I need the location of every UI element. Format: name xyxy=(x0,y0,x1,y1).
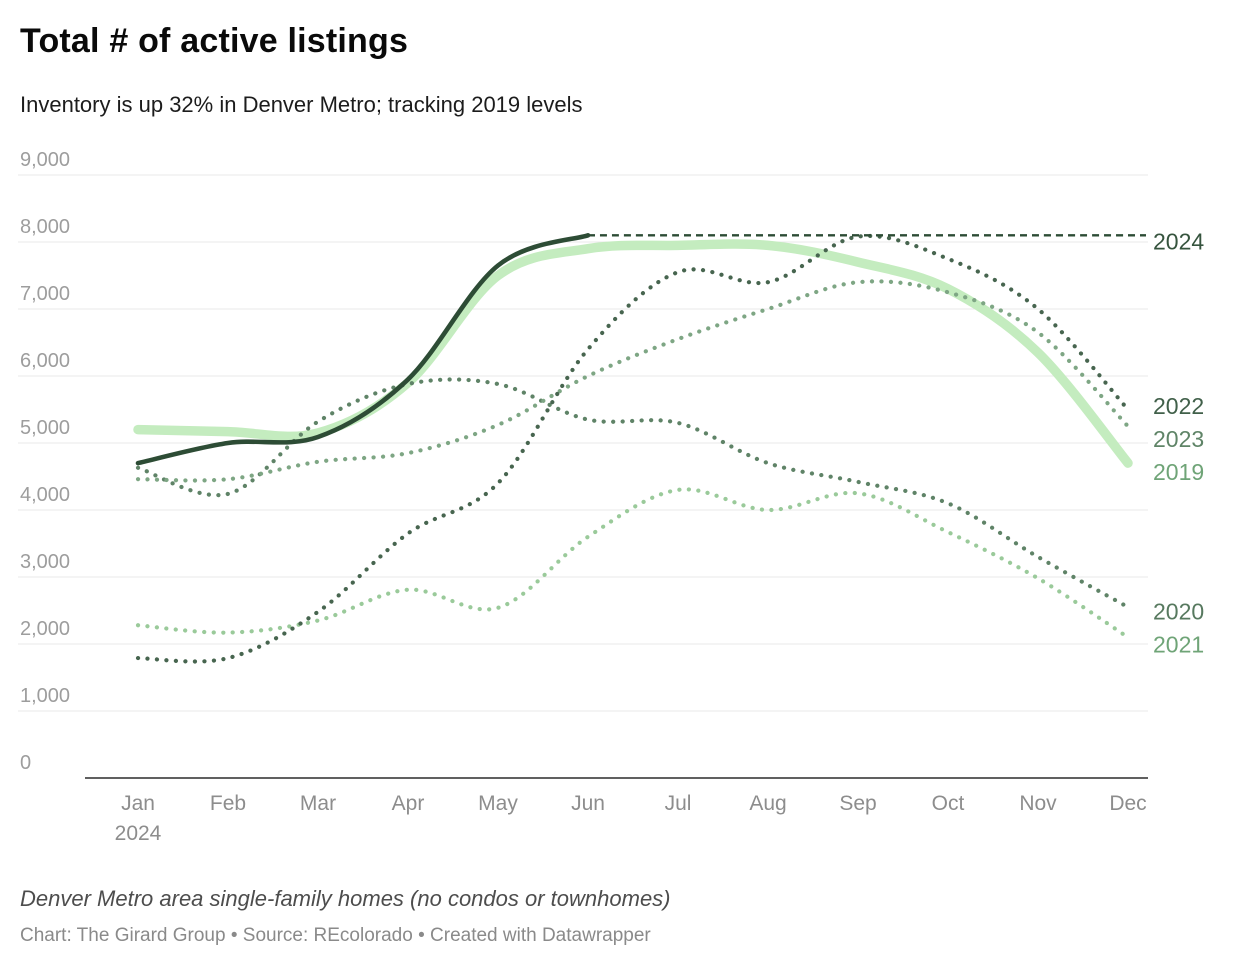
series-label-2021: 2021 xyxy=(1153,632,1204,658)
x-tick-label: Feb xyxy=(210,792,246,815)
chart-line-2021 xyxy=(135,487,1131,640)
y-tick-label: 4,000 xyxy=(20,484,70,506)
x-tick-label: Dec xyxy=(1109,792,1146,815)
y-tick-label: 1,000 xyxy=(20,685,70,707)
y-tick-label: 7,000 xyxy=(20,283,70,305)
chart-credit: Chart: The Girard Group • Source: REcolo… xyxy=(20,925,651,946)
series-label-2020: 2020 xyxy=(1153,599,1204,625)
chart-footnote: Denver Metro area single-family homes (n… xyxy=(20,886,671,911)
y-tick-label: 5,000 xyxy=(20,417,70,439)
x-tick-year-label: 2024 xyxy=(115,822,162,845)
series-label-2024: 2024 xyxy=(1153,228,1204,254)
y-tick-label: 0 xyxy=(20,752,31,774)
x-tick-label: Jun xyxy=(571,792,605,815)
x-tick-label: Jan xyxy=(121,792,155,815)
x-tick-label: Jul xyxy=(665,792,692,815)
x-tick-label: Mar xyxy=(300,792,336,815)
x-tick-label: May xyxy=(478,792,518,815)
chart-line-2022 xyxy=(135,233,1131,664)
y-tick-label: 6,000 xyxy=(20,350,70,372)
y-axis-grid: 0 1,000 2,000 3,000 4,000 5,000 6,000 7,000 8,00… xyxy=(18,149,1148,779)
x-tick-label: Sep xyxy=(839,792,876,815)
series-end-labels: 2024 2022 2023 2019 2020 2021 xyxy=(1153,228,1204,657)
x-tick-label: Nov xyxy=(1019,792,1057,815)
y-tick-label: 9,000 xyxy=(20,149,70,171)
x-axis: Jan 2024 Feb Mar Apr May Jun Jul Aug Sep Oct Nov Dec xyxy=(115,792,1147,845)
x-tick-label: Apr xyxy=(392,792,425,815)
chart-line-2019 xyxy=(133,239,1133,468)
x-tick-label: Aug xyxy=(749,792,786,815)
series-label-2023: 2023 xyxy=(1153,426,1204,452)
x-tick-label: Oct xyxy=(932,792,965,815)
y-tick-label: 2,000 xyxy=(20,618,70,640)
series-label-2019: 2019 xyxy=(1153,459,1204,485)
page-subtitle: Inventory is up 32% in Denver Metro; tra… xyxy=(20,92,583,117)
y-tick-label: 8,000 xyxy=(20,216,70,238)
chart-line-2024 xyxy=(135,233,591,466)
chart-line-2023 xyxy=(135,279,1131,483)
page-title: Total # of active listings xyxy=(20,22,409,60)
y-tick-label: 3,000 xyxy=(20,551,70,573)
series-label-2022: 2022 xyxy=(1153,393,1204,419)
chart-line-2020 xyxy=(135,377,1131,610)
